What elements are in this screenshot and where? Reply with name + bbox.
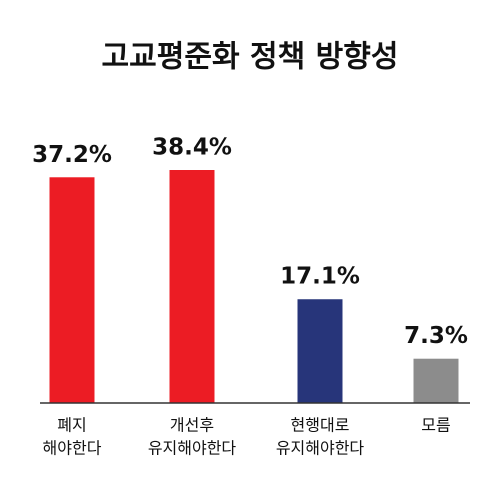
x-tick-label: 유지해야한다 xyxy=(148,439,237,458)
bar xyxy=(413,358,459,403)
x-tick-label: 해야한다 xyxy=(43,439,102,458)
bar xyxy=(297,299,343,403)
x-tick-label: 개선후 xyxy=(170,416,214,435)
x-tick-label: 모름 xyxy=(421,416,450,435)
bar xyxy=(169,170,215,403)
x-tick-label: 유지해야한다 xyxy=(276,439,365,458)
x-tick-label: 폐지 xyxy=(57,416,86,435)
chart-title: 고교평준화 정책 방향성 xyxy=(102,40,399,75)
value-label: 37.2% xyxy=(32,142,112,168)
x-tick-label: 현행대로 xyxy=(291,416,350,435)
value-label: 17.1% xyxy=(280,264,360,290)
bar xyxy=(49,177,95,403)
value-label: 7.3% xyxy=(404,323,468,349)
value-label: 38.4% xyxy=(152,135,232,161)
